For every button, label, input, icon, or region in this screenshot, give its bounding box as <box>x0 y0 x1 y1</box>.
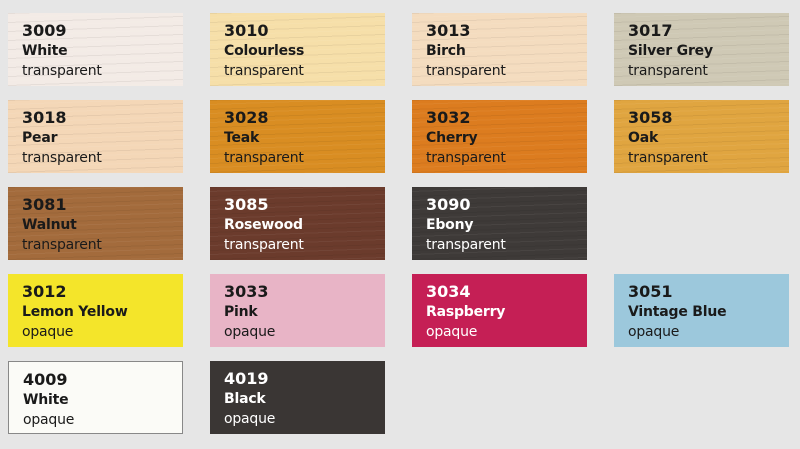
colour-swatch-3033: 3033 Pink opaque <box>210 274 385 347</box>
colour-swatch-3032: 3032 Cherry transparent <box>412 100 587 173</box>
colour-swatch-3012: 3012 Lemon Yellow opaque <box>8 274 183 347</box>
empty-slot <box>614 187 789 260</box>
colour-swatch-3034: 3034 Raspberry opaque <box>412 274 587 347</box>
swatch-code: 4019 <box>224 369 269 388</box>
swatch-name: Black <box>224 391 266 407</box>
swatch-name: Pear <box>22 130 58 146</box>
swatch-name: Vintage Blue <box>628 304 727 320</box>
colour-swatch-3028: 3028 Teak transparent <box>210 100 385 173</box>
colour-swatch-3010: 3010 Colourless transparent <box>210 13 385 86</box>
swatch-name: Oak <box>628 130 659 146</box>
swatch-code: 3090 <box>426 195 471 214</box>
colour-swatch-3058: 3058 Oak transparent <box>614 100 789 173</box>
colour-swatch-3081: 3081 Walnut transparent <box>8 187 183 260</box>
swatch-finish-type: transparent <box>224 150 304 166</box>
swatch-code: 3051 <box>628 282 673 301</box>
swatch-code: 3028 <box>224 108 269 127</box>
colour-swatch-3009: 3009 White transparent <box>8 13 183 86</box>
colour-swatch-3013: 3013 Birch transparent <box>412 13 587 86</box>
swatch-name: Pink <box>224 304 258 320</box>
swatch-finish-type: opaque <box>224 411 276 427</box>
swatch-finish-type: opaque <box>224 324 276 340</box>
swatch-name: Ebony <box>426 217 474 233</box>
swatch-code: 3013 <box>426 21 471 40</box>
swatch-code: 3009 <box>22 21 67 40</box>
swatch-code: 3018 <box>22 108 67 127</box>
swatch-finish-type: transparent <box>224 237 304 253</box>
swatch-name: White <box>22 43 68 59</box>
swatch-code: 3081 <box>22 195 67 214</box>
swatch-code: 4009 <box>23 370 68 389</box>
colour-swatch-3017: 3017 Silver Grey transparent <box>614 13 789 86</box>
swatch-code: 3058 <box>628 108 673 127</box>
swatch-finish-type: transparent <box>224 63 304 79</box>
swatch-name: Rosewood <box>224 217 303 233</box>
swatch-code: 3017 <box>628 21 673 40</box>
swatch-code: 3085 <box>224 195 269 214</box>
swatch-name: Raspberry <box>426 304 506 320</box>
colour-swatch-3085: 3085 Rosewood transparent <box>210 187 385 260</box>
swatch-code: 3010 <box>224 21 269 40</box>
swatch-name: White <box>23 392 69 408</box>
swatch-name: Silver Grey <box>628 43 713 59</box>
swatch-name: Birch <box>426 43 466 59</box>
colour-swatch-3018: 3018 Pear transparent <box>8 100 183 173</box>
swatch-finish-type: transparent <box>628 63 708 79</box>
swatch-name: Teak <box>224 130 260 146</box>
swatch-finish-type: transparent <box>22 237 102 253</box>
swatch-finish-type: opaque <box>22 324 74 340</box>
swatch-name: Colourless <box>224 43 305 59</box>
swatch-code: 3032 <box>426 108 471 127</box>
swatch-finish-type: transparent <box>22 63 102 79</box>
swatch-finish-type: transparent <box>426 237 506 253</box>
swatch-finish-type: transparent <box>426 150 506 166</box>
swatch-name: Walnut <box>22 217 77 233</box>
colour-swatch-4009: 4009 White opaque <box>8 361 183 434</box>
swatch-name: Lemon Yellow <box>22 304 128 320</box>
swatch-name: Cherry <box>426 130 478 146</box>
colour-swatch-3051: 3051 Vintage Blue opaque <box>614 274 789 347</box>
swatch-finish-type: transparent <box>628 150 708 166</box>
swatch-finish-type: opaque <box>426 324 478 340</box>
swatch-finish-type: opaque <box>23 412 75 428</box>
swatch-finish-type: transparent <box>426 63 506 79</box>
colour-swatch-grid: 3009 White transparent 3010 Colourless transp… <box>8 13 789 434</box>
colour-swatch-3090: 3090 Ebony transparent <box>412 187 587 260</box>
swatch-code: 3033 <box>224 282 269 301</box>
swatch-finish-type: opaque <box>628 324 680 340</box>
colour-swatch-4019: 4019 Black opaque <box>210 361 385 434</box>
swatch-code: 3012 <box>22 282 67 301</box>
swatch-finish-type: transparent <box>22 150 102 166</box>
swatch-code: 3034 <box>426 282 471 301</box>
